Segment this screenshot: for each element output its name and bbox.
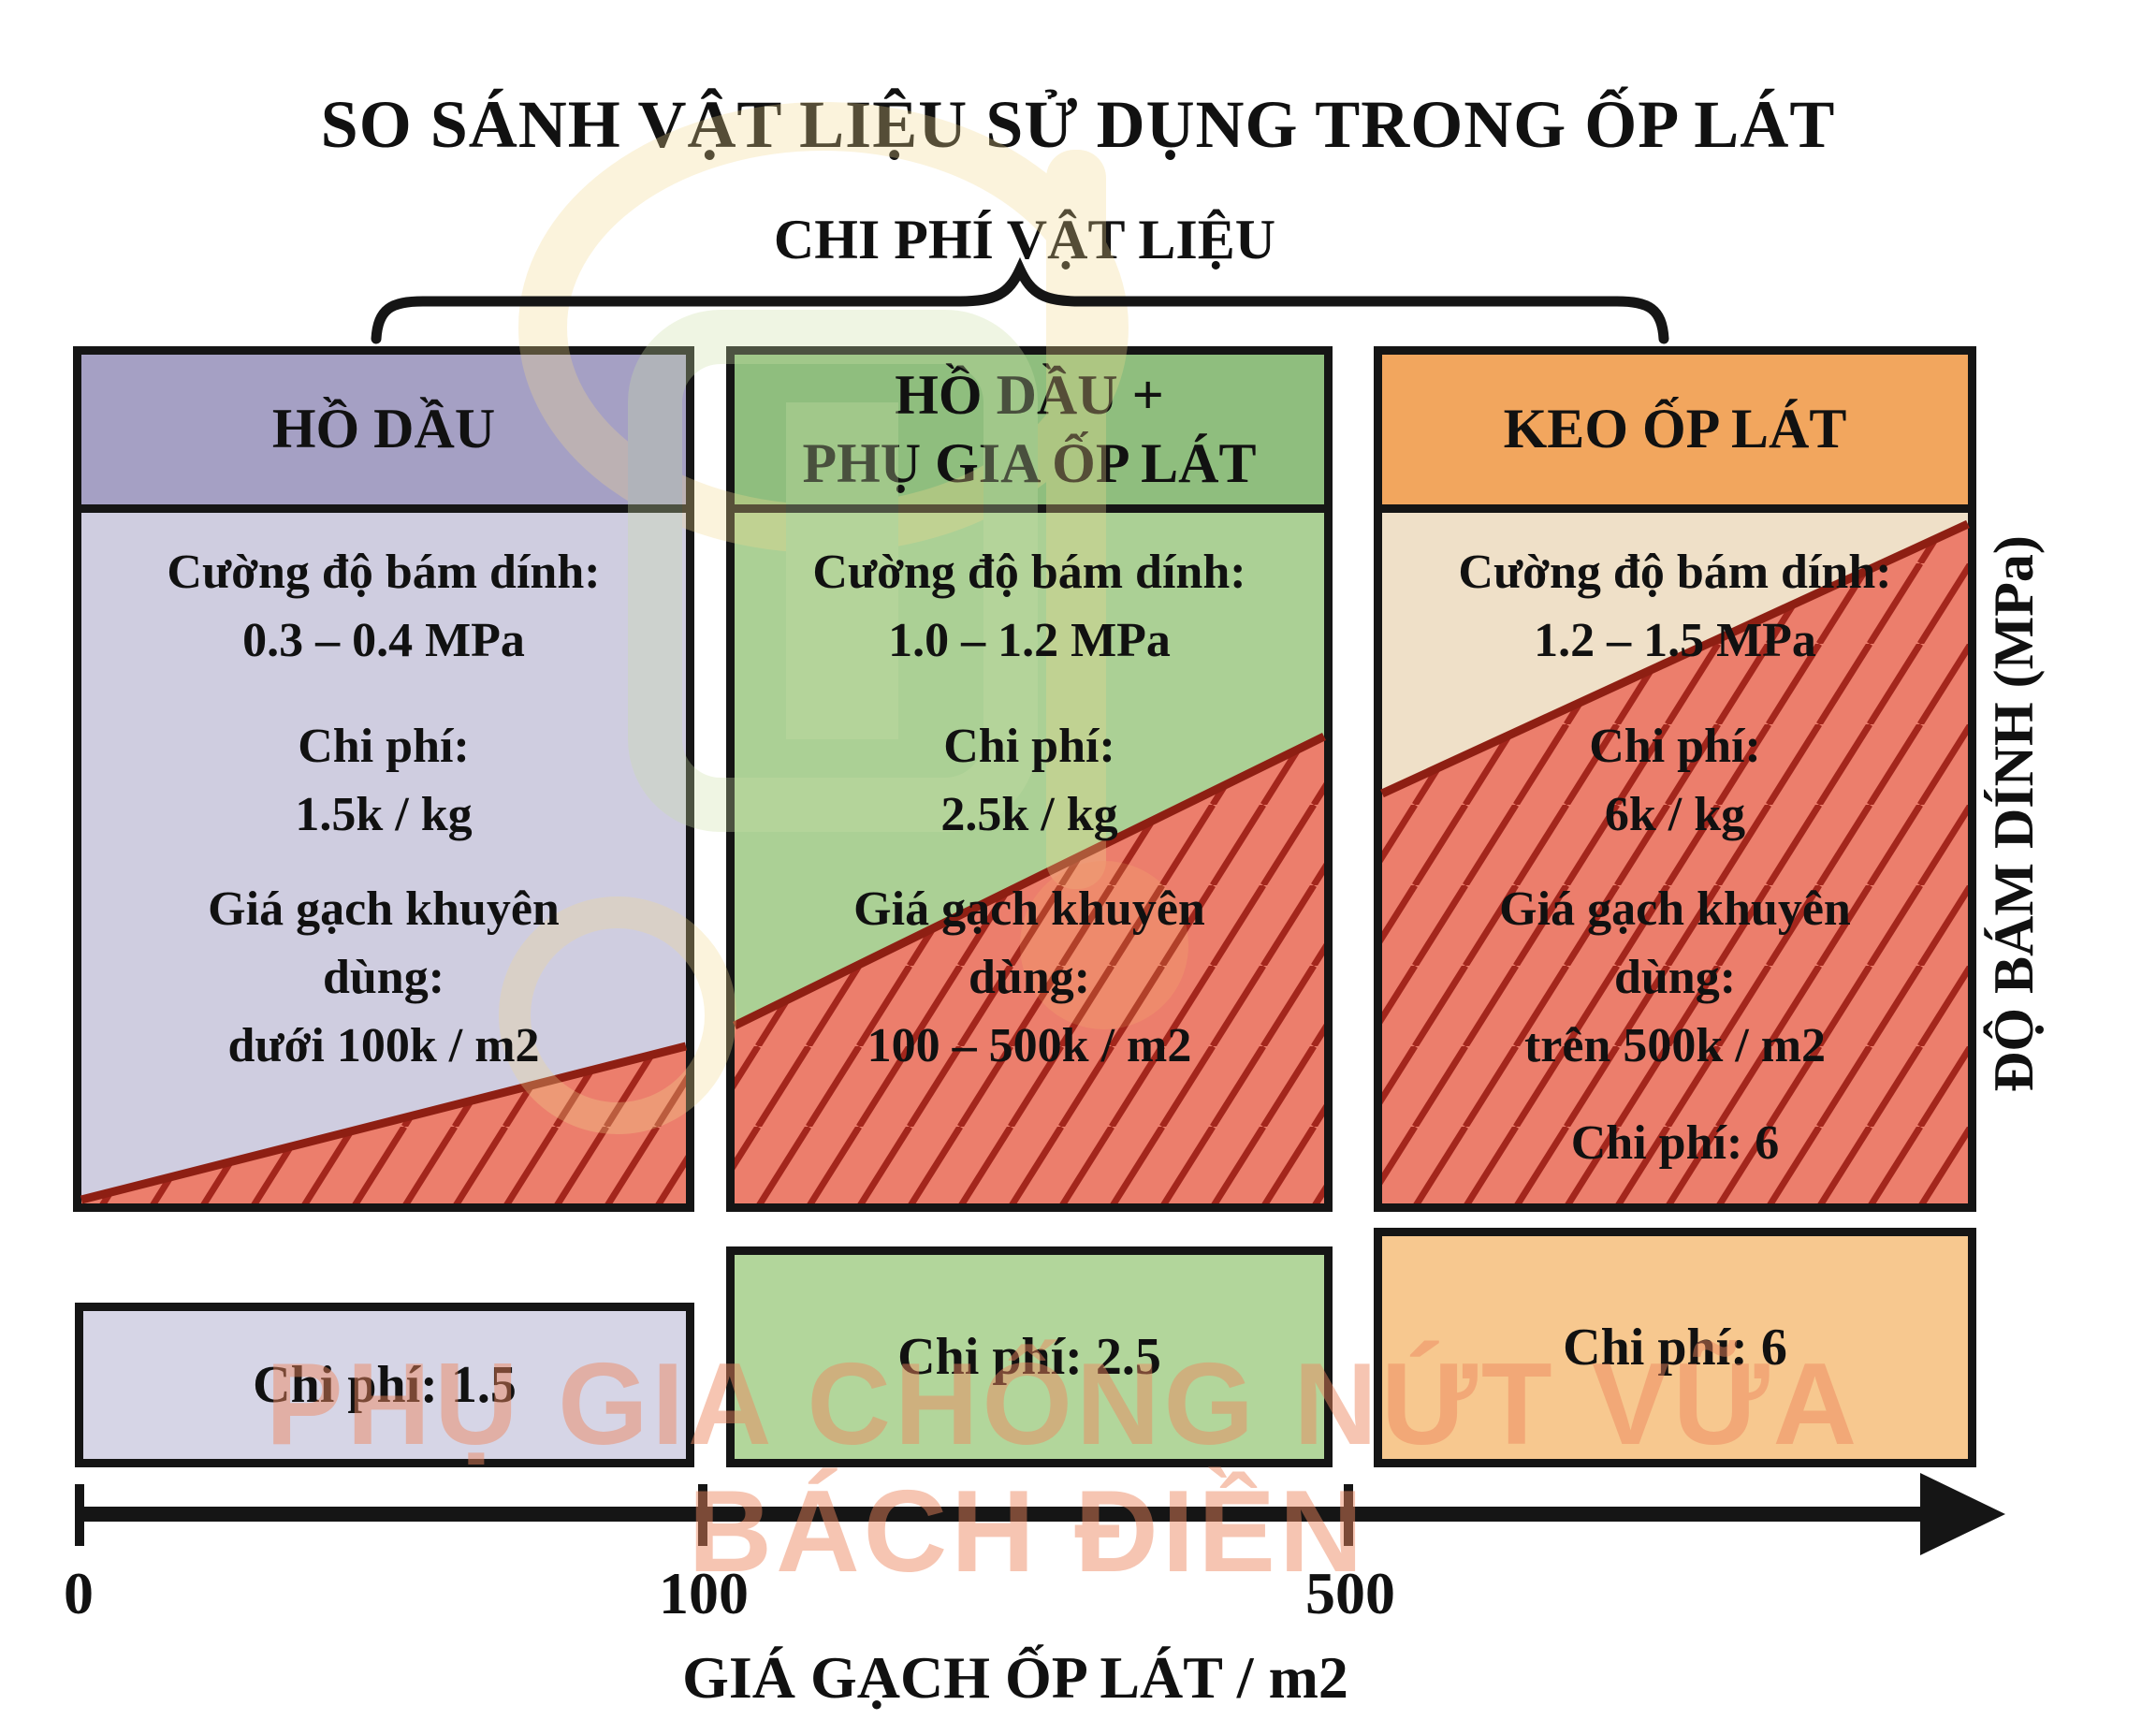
column-header-phu-gia: HỒ DẦU + PHỤ GIA ỐP LÁT bbox=[726, 346, 1333, 513]
strength-value: 0.3 – 0.4 MPa bbox=[242, 614, 525, 667]
cost-value: 6k / kg bbox=[1604, 788, 1746, 841]
column-header-ho-dau: HỒ DẦU bbox=[73, 346, 694, 513]
cost-label: Chi phí: bbox=[1589, 720, 1761, 773]
tile-price-label: dùng: bbox=[1613, 951, 1737, 1004]
tile-price-label: Giá gạch khuyên bbox=[1499, 882, 1851, 936]
tile-price-label: Giá gạch khuyên bbox=[208, 882, 560, 936]
tile-price-label: dùng: bbox=[322, 951, 445, 1004]
cost-label: Chi phí: bbox=[943, 720, 1115, 773]
column-header-keo: KEO ỐP LÁT bbox=[1374, 346, 1976, 513]
strength-label: Cường độ bám dính: bbox=[167, 546, 601, 599]
cost-bracket-brace bbox=[371, 256, 1669, 344]
y-axis-title: ĐỘ BÁM DÍNH (MPa) bbox=[1983, 535, 2045, 1093]
watermark-text-line2: BÁCH ĐIỀN bbox=[688, 1467, 1367, 1596]
strength-value: 1.2 – 1.5 MPa bbox=[1534, 614, 1816, 667]
tile-price-value: trên 500k / m2 bbox=[1523, 1019, 1827, 1072]
tile-price-value: dưới 100k / m2 bbox=[227, 1019, 540, 1072]
strength-label: Cường độ bám dính: bbox=[812, 546, 1246, 599]
header-line: KEO ỐP LÁT bbox=[1503, 398, 1847, 460]
x-axis-arrowhead bbox=[1920, 1473, 2005, 1555]
cost-note: Chi phí: 6 bbox=[1570, 1116, 1780, 1170]
cost-box-ho-dau: Chi phí: 1.5 bbox=[75, 1303, 694, 1467]
x-axis-tick-label-500: 500 bbox=[1305, 1560, 1395, 1626]
cost-value: 2.5k / kg bbox=[940, 788, 1118, 841]
cost-box-label: Chi phí: 1.5 bbox=[253, 1356, 517, 1414]
x-axis-tick-label-0: 0 bbox=[64, 1560, 94, 1626]
material-cost-bracket-label: CHI PHÍ VẬT LIỆU bbox=[773, 209, 1276, 270]
tile-price-label: dùng: bbox=[968, 951, 1091, 1004]
strength-value: 1.0 – 1.2 MPa bbox=[888, 614, 1171, 667]
header-line: HỒ DẦU bbox=[271, 398, 496, 460]
x-axis-tick-0 bbox=[75, 1484, 84, 1546]
strength-label: Cường độ bám dính: bbox=[1458, 546, 1892, 599]
tile-price-label: Giá gạch khuyên bbox=[853, 882, 1205, 936]
header-line: PHỤ GIA ỐP LÁT bbox=[802, 432, 1257, 494]
cost-box-phu-gia: Chi phí: 2.5 bbox=[726, 1246, 1333, 1467]
watermark-text-line1: PHỤ GIA CHỐNG NỨT VỮA bbox=[265, 1340, 1861, 1469]
cost-label: Chi phí: bbox=[298, 720, 470, 773]
tile-price-value: 100 – 500k / m2 bbox=[867, 1019, 1192, 1072]
header-line: HỒ DẦU + bbox=[895, 363, 1164, 426]
cost-value: 1.5k / kg bbox=[295, 788, 473, 841]
cost-box-label: Chi phí: 6 bbox=[1563, 1319, 1787, 1377]
x-axis-tick-label-100: 100 bbox=[659, 1560, 749, 1626]
page-title: SO SÁNH VẬT LIỆU SỬ DỤNG TRONG ỐP LÁT bbox=[320, 87, 1836, 162]
cost-box-label: Chi phí: 2.5 bbox=[897, 1328, 1161, 1386]
cost-box-keo: Chi phí: 6 bbox=[1374, 1228, 1976, 1467]
x-axis-title: GIÁ GẠCH ỐP LÁT / m2 bbox=[682, 1644, 1348, 1711]
